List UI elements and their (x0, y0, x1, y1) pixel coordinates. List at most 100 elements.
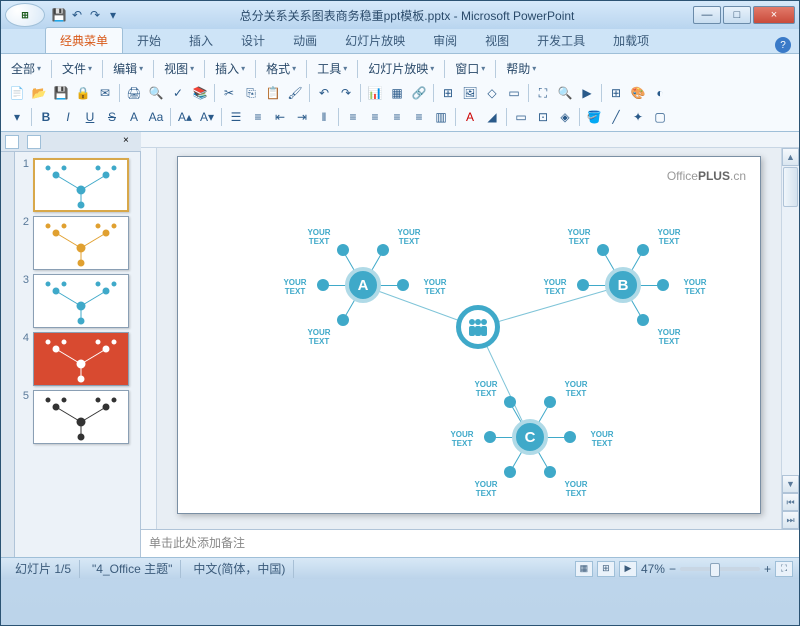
node-label[interactable]: YOURTEXT (273, 279, 317, 297)
node-dot[interactable] (657, 279, 669, 291)
menu-3[interactable]: 视图 ▾ (160, 58, 198, 79)
zoom-slider[interactable] (680, 567, 760, 571)
zoom-in-icon[interactable]: + (764, 562, 771, 576)
case-button[interactable]: Aa (146, 107, 166, 127)
scroll-thumb[interactable] (783, 167, 798, 207)
numbering-icon[interactable]: ≡ (248, 107, 268, 127)
node-label[interactable]: YOURTEXT (297, 329, 341, 347)
redo-icon[interactable]: ↷ (87, 7, 103, 23)
node-label[interactable]: YOURTEXT (554, 381, 598, 399)
menu-6[interactable]: 工具 ▾ (313, 58, 351, 79)
node-dot[interactable] (397, 279, 409, 291)
shrink-font-icon[interactable]: A▾ (197, 107, 217, 127)
menu-7[interactable]: 幻灯片放映 ▾ (364, 58, 438, 79)
grow-font-icon[interactable]: A▴ (175, 107, 195, 127)
thumbnail-1[interactable]: 1 (19, 158, 136, 212)
chart-icon[interactable]: 📊 (365, 83, 385, 103)
notes-pane[interactable]: 单击此处添加备注 (141, 529, 799, 557)
slides-tab-icon[interactable] (27, 135, 41, 149)
indent-inc-icon[interactable]: ⇥ (292, 107, 312, 127)
shadow-button[interactable]: A (124, 107, 144, 127)
hub-A[interactable]: A (345, 267, 381, 303)
open-icon[interactable]: 📂 (29, 83, 49, 103)
print-icon[interactable]: 🖨 (124, 83, 144, 103)
zoom-value[interactable]: 47% (641, 562, 665, 576)
save-icon[interactable]: 💾 (51, 7, 67, 23)
menu-5[interactable]: 格式 ▾ (262, 58, 300, 79)
cut-icon[interactable]: ✂ (219, 83, 239, 103)
bold-button[interactable]: B (36, 107, 56, 127)
object-icon[interactable]: ▭ (504, 83, 524, 103)
permission-icon[interactable]: 🔒 (73, 83, 93, 103)
close-pane-icon[interactable]: × (123, 135, 137, 149)
italic-button[interactable]: I (58, 107, 78, 127)
node-dot[interactable] (577, 279, 589, 291)
color-icon[interactable]: 🎨 (628, 83, 648, 103)
zoom-icon[interactable]: 🔍 (555, 83, 575, 103)
menu-2[interactable]: 编辑 ▾ (109, 58, 147, 79)
align-right-icon[interactable]: ≡ (387, 107, 407, 127)
qat-dropdown-icon[interactable]: ▾ (105, 7, 121, 23)
zoom-out-icon[interactable]: − (669, 562, 676, 576)
picture-icon[interactable]: 🖼 (460, 83, 480, 103)
slide-canvas[interactable]: OfficePLUS.cn YOURTEXTYOURTEXTYOURTEXTYO… (177, 156, 761, 514)
node-label[interactable]: YOURTEXT (413, 279, 457, 297)
thumbnail-2[interactable]: 2 (19, 216, 136, 270)
quick-styles-icon[interactable]: ◈ (555, 107, 575, 127)
menu-9[interactable]: 帮助 ▾ (502, 58, 540, 79)
node-label[interactable]: YOURTEXT (554, 481, 598, 499)
normal-view-icon[interactable]: ▦ (575, 561, 593, 577)
redo-icon[interactable]: ↷ (336, 83, 356, 103)
node-label[interactable]: YOURTEXT (387, 229, 431, 247)
outline-collapse-bar[interactable] (1, 152, 15, 557)
tables-icon[interactable]: ⊞ (438, 83, 458, 103)
strike-button[interactable]: S (102, 107, 122, 127)
table-icon[interactable]: ▦ (387, 83, 407, 103)
grid-icon[interactable]: ⊞ (606, 83, 626, 103)
justify-icon[interactable]: ≡ (409, 107, 429, 127)
ribbon-tab-2[interactable]: 插入 (175, 28, 227, 53)
ribbon-tab-3[interactable]: 设计 (227, 28, 279, 53)
ribbon-tab-9[interactable]: 加载项 (599, 28, 663, 53)
highlight-icon[interactable]: ◢ (482, 107, 502, 127)
copy-icon[interactable]: ⎘ (241, 83, 261, 103)
preview-icon[interactable]: 🔍 (146, 83, 166, 103)
help-icon[interactable]: ? (775, 37, 791, 53)
line-icon[interactable]: ╱ (606, 107, 626, 127)
menu-8[interactable]: 窗口 ▾ (451, 58, 489, 79)
node-dot[interactable] (317, 279, 329, 291)
prev-slide-icon[interactable]: ⏮ (782, 493, 799, 511)
ribbon-tab-7[interactable]: 视图 (471, 28, 523, 53)
maximize-button[interactable]: □ (723, 6, 751, 24)
font-dropdown[interactable]: ▾ (7, 107, 27, 127)
expand-icon[interactable]: ⛶ (533, 83, 553, 103)
node-dot[interactable] (337, 314, 349, 326)
new-slide-icon[interactable]: ▢ (650, 107, 670, 127)
ribbon-tab-4[interactable]: 动画 (279, 28, 331, 53)
sorter-view-icon[interactable]: ⊞ (597, 561, 615, 577)
node-label[interactable]: YOURTEXT (647, 329, 691, 347)
columns-icon[interactable]: ▥ (431, 107, 451, 127)
scrollbar-vertical[interactable]: ▲ ▼ ⏮ ⏭ (781, 148, 799, 529)
align-left-icon[interactable]: ≡ (343, 107, 363, 127)
hub-B[interactable]: B (605, 267, 641, 303)
minimize-button[interactable]: — (693, 6, 721, 24)
ribbon-tab-5[interactable]: 幻灯片放映 (331, 28, 419, 53)
indent-dec-icon[interactable]: ⇤ (270, 107, 290, 127)
shapes2-icon[interactable]: ▭ (511, 107, 531, 127)
node-label[interactable]: YOURTEXT (533, 279, 577, 297)
node-label[interactable]: YOURTEXT (464, 481, 508, 499)
outline-tab-icon[interactable] (5, 135, 19, 149)
fit-icon[interactable]: ⛶ (775, 561, 793, 577)
node-label[interactable]: YOURTEXT (673, 279, 717, 297)
thumbnail-3[interactable]: 3 (19, 274, 136, 328)
node-label[interactable]: YOURTEXT (580, 431, 624, 449)
ribbon-tab-6[interactable]: 审阅 (419, 28, 471, 53)
scroll-down-icon[interactable]: ▼ (782, 475, 799, 493)
undo-icon[interactable]: ↶ (314, 83, 334, 103)
node-dot[interactable] (564, 431, 576, 443)
node-dot[interactable] (637, 314, 649, 326)
node-dot[interactable] (484, 431, 496, 443)
format-painter-icon[interactable]: 🖌 (285, 83, 305, 103)
slideshow-view-icon[interactable]: ▶ (619, 561, 637, 577)
